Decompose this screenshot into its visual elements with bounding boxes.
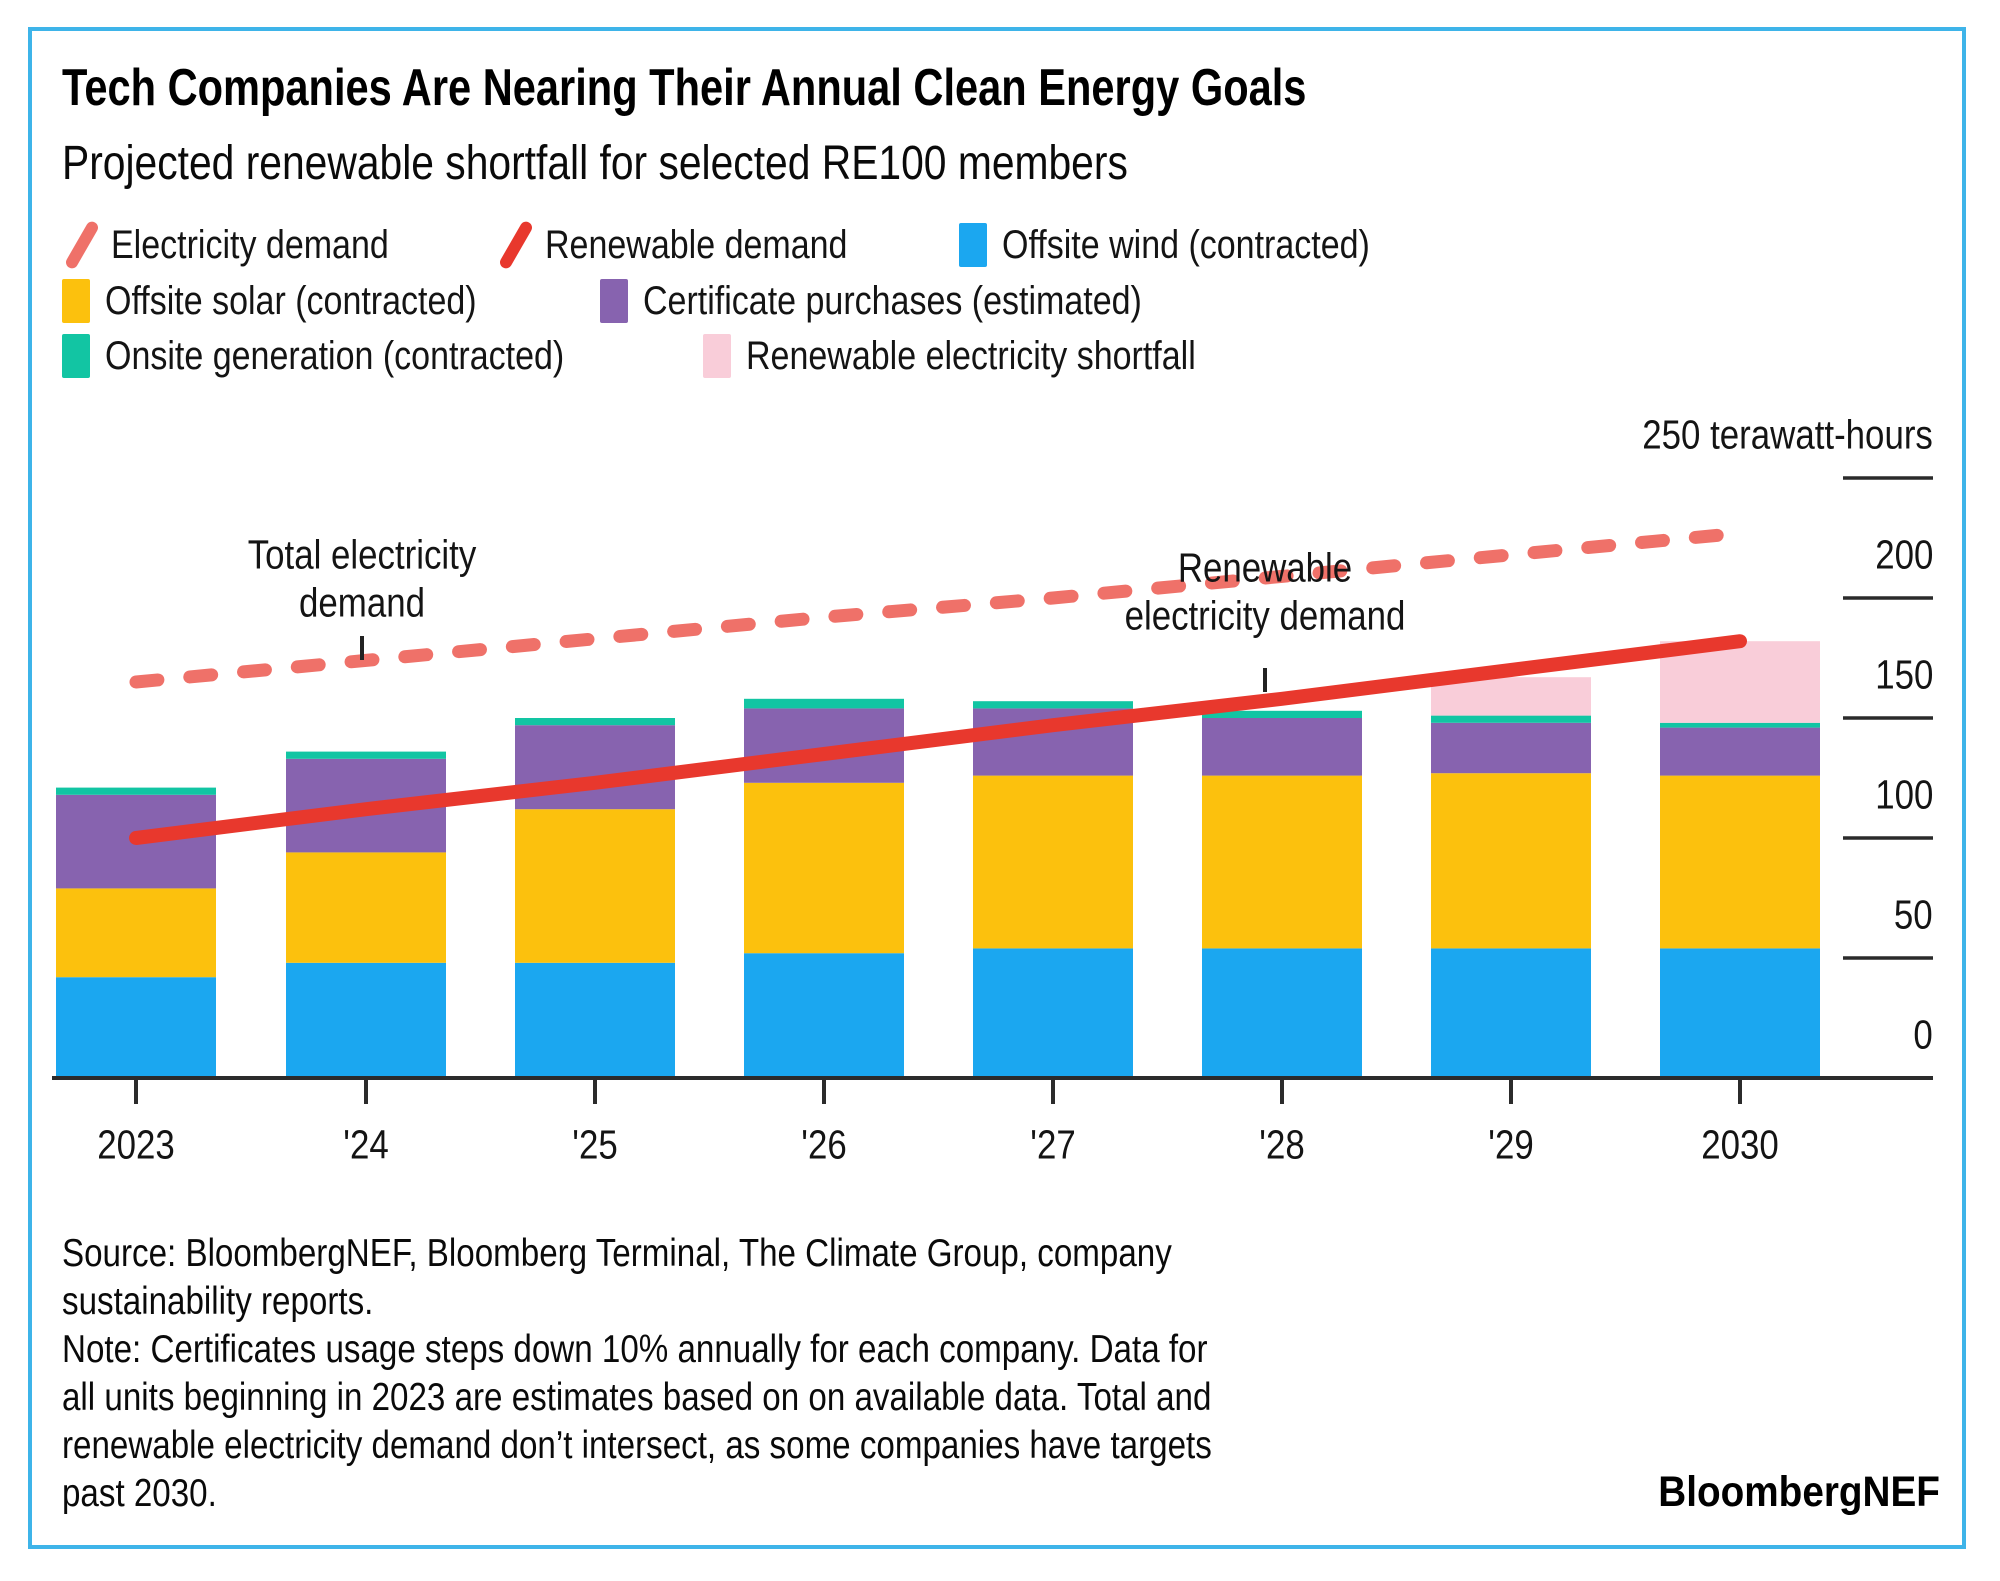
bar-segment-solar-25 xyxy=(515,809,675,963)
legend-item-offsite-solar-contracted: Offsite solar (contracted) xyxy=(62,279,542,324)
bar-segment-solar-27 xyxy=(973,775,1133,949)
legend-item-renewable-electricity-shortfall: Renewable electricity shortfall xyxy=(703,334,1275,379)
annotation-renewable-line2: electricity demand xyxy=(1124,592,1406,639)
certificate-purchases-estimated-legend-marker-icon xyxy=(600,279,629,323)
bar-segment-onsite-29 xyxy=(1431,715,1591,723)
source-note-block: Source: BloombergNEF, Bloomberg Terminal… xyxy=(62,1230,1415,1518)
x-axis-label-25: '25 xyxy=(572,1121,618,1168)
bar-segment-certificates-25 xyxy=(515,725,675,810)
bar-segment-solar-24 xyxy=(286,852,446,963)
offsite-wind-contracted-legend-marker-icon xyxy=(958,223,987,267)
bar-segment-wind-29 xyxy=(1431,948,1591,1078)
legend-item-renewable-demand: Renewable demand xyxy=(496,219,901,271)
legend-row-2: Offsite solar (contracted) Certificate pu… xyxy=(62,277,1230,325)
page-title: Tech Companies Are Nearing Their Annual … xyxy=(62,59,1307,117)
x-axis-label-28: '28 xyxy=(1259,1121,1305,1168)
legend-label: Electricity demand xyxy=(111,222,389,267)
bar-segment-solar-2023 xyxy=(56,888,216,978)
renewable-electricity-shortfall-legend-marker-icon xyxy=(703,334,732,378)
source-note-line-2: sustainability reports. xyxy=(62,1280,374,1323)
source-note-line-6: past 2030. xyxy=(62,1472,217,1515)
y-axis-label-150: 150 xyxy=(1874,651,1933,698)
source-note-line-4: all units beginning in 2023 are estimate… xyxy=(62,1376,1212,1419)
legend-row-1: Electricity demand Renewable demand Offsit… xyxy=(62,219,1435,271)
legend-label: Certificate purchases (estimated) xyxy=(643,278,1143,323)
x-axis-label-26: '26 xyxy=(801,1121,847,1168)
bar-segment-onsite-2023 xyxy=(56,787,216,795)
x-axis-label-29: '29 xyxy=(1488,1121,1534,1168)
bar-segment-certificates-29 xyxy=(1431,722,1591,774)
bar-segment-onsite-28 xyxy=(1202,710,1362,718)
bar-segment-solar-29 xyxy=(1431,773,1591,949)
y-axis-label-250: 250 terawatt-hours xyxy=(1642,411,1933,458)
bar-segment-onsite-26 xyxy=(744,698,904,709)
legend-label: Offsite wind (contracted) xyxy=(1001,222,1370,267)
legend-label: Renewable demand xyxy=(544,222,848,267)
legend-row-3: Onsite generation (contracted) Renewable … xyxy=(62,332,1275,380)
legend-label: Onsite generation (contracted) xyxy=(105,333,565,378)
onsite-generation-contracted-legend-marker-icon xyxy=(62,334,90,378)
source-note-line-3: Note: Certificates usage steps down 10% … xyxy=(62,1328,1208,1371)
bar-segment-wind-2023 xyxy=(56,977,216,1078)
legend-label: Renewable electricity shortfall xyxy=(746,333,1197,378)
bar-segment-wind-2030 xyxy=(1660,948,1820,1078)
x-axis-label-2023: 2023 xyxy=(97,1121,175,1168)
legend-item-onsite-generation-contracted: Onsite generation (contracted) xyxy=(62,334,645,379)
trend-line-electricity-demand xyxy=(129,526,1747,689)
annotation-renewable-line1: Renewable xyxy=(1177,544,1353,591)
source-note-line-5: renewable electricity demand don’t inter… xyxy=(62,1424,1212,1467)
bloombergnef-logo: BloombergNEF xyxy=(1658,1468,1940,1516)
legend-item-offsite-wind-contracted: Offsite wind (contracted) xyxy=(958,222,1435,268)
bar-segment-onsite-25 xyxy=(515,718,675,726)
offsite-solar-contracted-legend-marker-icon xyxy=(62,279,90,323)
bar-segment-solar-26 xyxy=(744,782,904,954)
y-axis-label-200: 200 xyxy=(1874,531,1933,578)
legend-item-certificate-purchases-estimated: Certificate purchases (estimated) xyxy=(600,279,1230,324)
bar-segment-certificates-28 xyxy=(1202,718,1362,776)
x-axis-label-27: '27 xyxy=(1030,1121,1076,1168)
legend-item-electricity-demand: Electricity demand xyxy=(62,219,438,271)
y-axis-label-0: 0 xyxy=(1913,1011,1933,1058)
page-subtitle: Projected renewable shortfall for select… xyxy=(62,137,1128,190)
source-note-line-1: Source: BloombergNEF, Bloomberg Terminal… xyxy=(62,1232,1172,1275)
y-axis-label-100: 100 xyxy=(1874,771,1933,818)
trend-line-renewable-demand xyxy=(129,634,1747,845)
bar-segment-solar-2030 xyxy=(1660,775,1820,949)
bar-segment-wind-28 xyxy=(1202,948,1362,1078)
bar-segment-onsite-27 xyxy=(973,701,1133,709)
bar-segment-onsite-2030 xyxy=(1660,722,1820,728)
bar-segment-solar-28 xyxy=(1202,775,1362,949)
bar-segment-certificates-2030 xyxy=(1660,727,1820,776)
bar-segment-wind-24 xyxy=(286,962,446,1078)
x-axis-label-2030: 2030 xyxy=(1701,1121,1779,1168)
bar-segment-onsite-24 xyxy=(286,751,446,759)
bar-segment-wind-26 xyxy=(744,953,904,1078)
bar-segment-wind-25 xyxy=(515,962,675,1078)
annotation-total-electricity-line2: demand xyxy=(299,579,425,626)
bar-segment-wind-27 xyxy=(973,948,1133,1078)
annotation-total-electricity-line1: Total electricity xyxy=(247,531,477,578)
legend-label: Offsite solar (contracted) xyxy=(105,278,477,323)
y-axis-label-50: 50 xyxy=(1894,891,1933,938)
x-axis-label-24: '24 xyxy=(343,1121,389,1168)
